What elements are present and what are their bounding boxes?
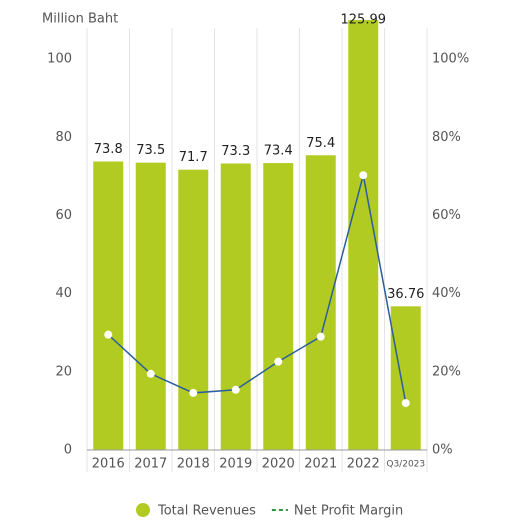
line-point bbox=[189, 388, 198, 397]
line-point bbox=[231, 385, 240, 394]
bar bbox=[263, 163, 294, 450]
bar bbox=[390, 306, 421, 450]
data-label: 73.4 bbox=[264, 144, 293, 159]
x-tick-label: 2017 bbox=[134, 457, 167, 472]
y-tick-label: 40 bbox=[55, 286, 72, 301]
line-point bbox=[316, 332, 325, 341]
bar bbox=[220, 163, 251, 451]
y2-tick-label: 0% bbox=[432, 443, 453, 458]
y2-tick-label: 80% bbox=[432, 130, 461, 145]
y-tick-label: 100 bbox=[47, 52, 72, 67]
bar bbox=[348, 20, 379, 450]
line-point bbox=[274, 357, 283, 366]
line-point bbox=[146, 369, 155, 378]
bar bbox=[305, 155, 336, 450]
bar bbox=[135, 162, 166, 450]
y-tick-label: 60 bbox=[55, 208, 72, 223]
x-tick-label: 2019 bbox=[219, 457, 252, 472]
x-tick-label: Q3/2023 bbox=[386, 460, 425, 470]
line-point bbox=[359, 171, 368, 180]
data-label: 75.4 bbox=[306, 136, 335, 151]
plot-area bbox=[93, 20, 421, 451]
line-point bbox=[401, 399, 410, 408]
x-tick-label: 2020 bbox=[262, 457, 295, 472]
legend-marker bbox=[136, 503, 150, 517]
data-label: 36.76 bbox=[387, 287, 424, 302]
data-label: 125.99 bbox=[341, 13, 387, 28]
y-tick-label: 20 bbox=[55, 364, 72, 379]
y2-tick-label: 40% bbox=[432, 286, 461, 301]
x-tick-label: 2016 bbox=[92, 457, 125, 472]
x-tick-label: 2021 bbox=[304, 457, 337, 472]
line bbox=[107, 175, 407, 404]
data-label: 73.5 bbox=[136, 143, 165, 158]
y2-tick-label: 20% bbox=[432, 364, 461, 379]
data-label: 71.7 bbox=[179, 150, 208, 165]
y-tick-label: 0 bbox=[64, 443, 72, 458]
data-label: 73.8 bbox=[94, 142, 123, 157]
legend-label: Total Revenues bbox=[157, 504, 256, 519]
y-tick-label: 80 bbox=[55, 130, 72, 145]
line-point bbox=[104, 330, 113, 339]
y-axis-label: Million Baht bbox=[42, 12, 118, 27]
y2-tick-label: 60% bbox=[432, 208, 461, 223]
x-tick-label: 2022 bbox=[347, 457, 380, 472]
y2-tick-label: 100% bbox=[432, 52, 469, 67]
bar bbox=[93, 161, 124, 450]
data-label: 73.3 bbox=[221, 144, 250, 159]
bar bbox=[178, 169, 209, 450]
x-tick-label: 2018 bbox=[177, 457, 210, 472]
legend-label: Net Profit Margin bbox=[294, 504, 403, 519]
